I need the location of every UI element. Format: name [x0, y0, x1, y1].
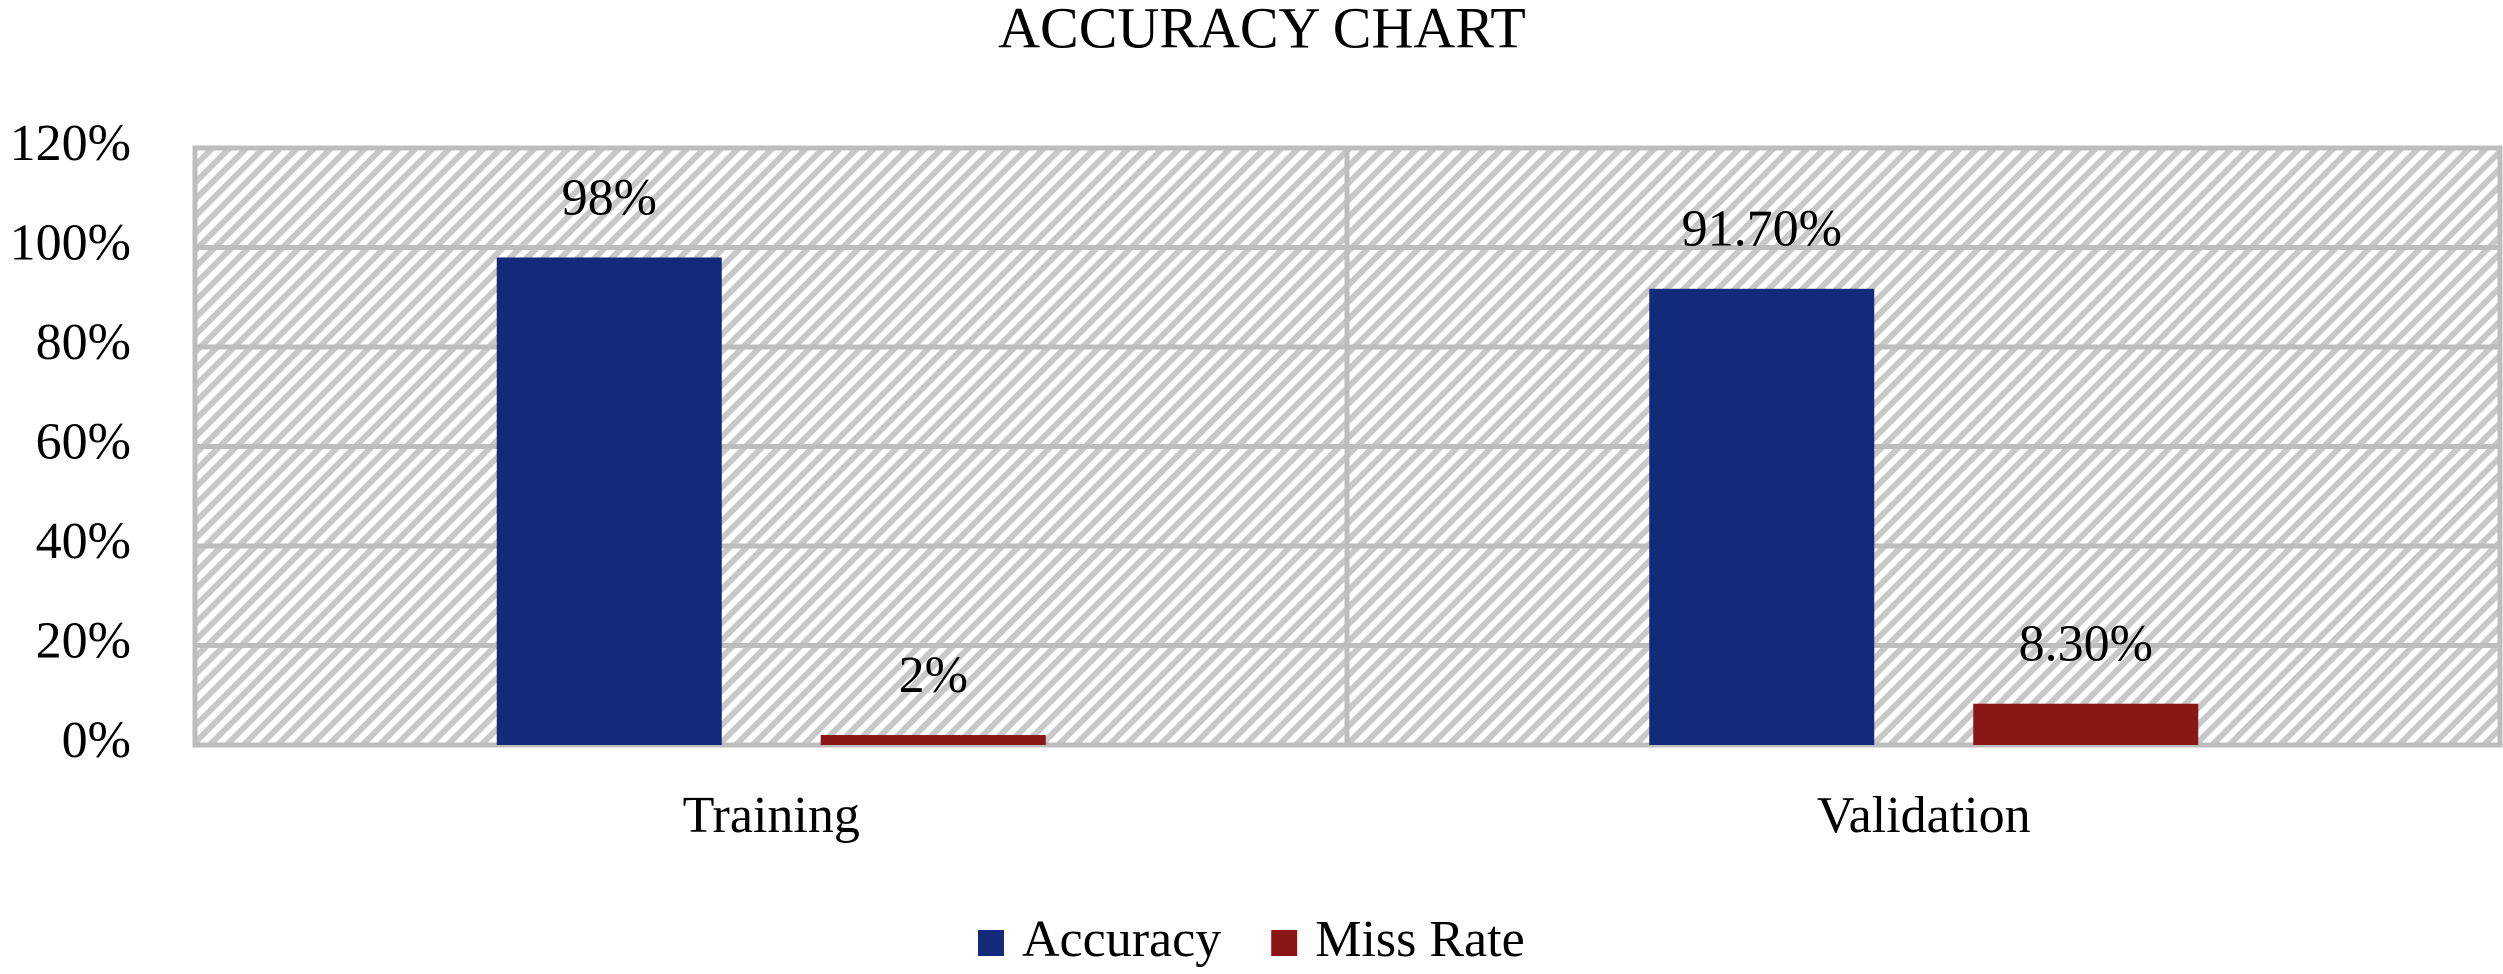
y-tick-label: 40%	[36, 513, 131, 570]
data-label: 8.30%	[2019, 616, 2153, 673]
y-tick-label: 20%	[36, 612, 131, 669]
x-tick-label: Training	[683, 787, 860, 844]
y-tick-label: 80%	[36, 314, 131, 371]
chart-title: ACCURACY CHART	[998, 0, 1526, 60]
data-label: 91.70%	[1682, 201, 1842, 258]
data-label: 98%	[562, 169, 657, 226]
y-tick-label: 120%	[10, 115, 131, 172]
bar	[496, 257, 722, 745]
y-tick-label: 100%	[10, 214, 131, 271]
bar	[820, 735, 1046, 745]
bar	[1973, 703, 2199, 745]
legend-label: Miss Rate	[1315, 911, 1524, 968]
legend-swatch	[978, 930, 1004, 956]
x-tick-label: Validation	[1817, 787, 2031, 844]
bar	[1649, 288, 1875, 745]
legend-label: Accuracy	[1022, 911, 1221, 968]
y-tick-label: 60%	[36, 413, 131, 470]
y-tick-label: 0%	[62, 712, 131, 769]
legend-swatch	[1271, 930, 1298, 956]
data-label: 2%	[899, 647, 968, 704]
